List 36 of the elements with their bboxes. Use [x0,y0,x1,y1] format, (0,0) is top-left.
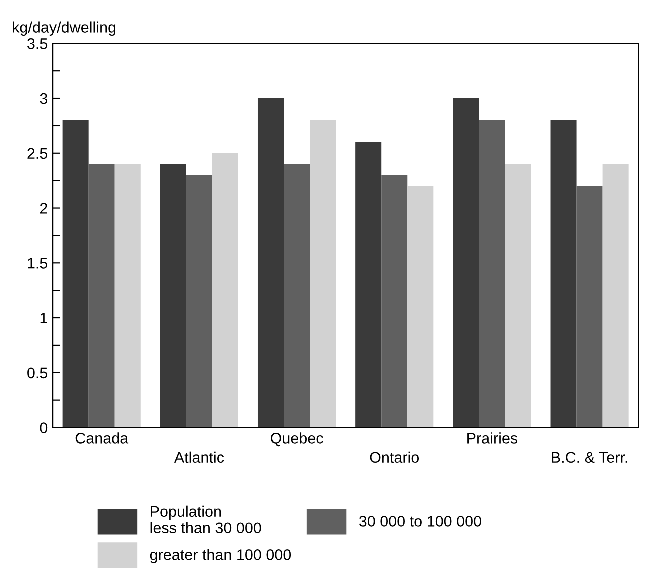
y-tick-label: 1.5 [28,258,48,269]
x-tick-label: B.C. & Terr. [552,452,628,464]
y-tick-label: 2 [40,203,48,214]
x-tick-label: Canada [76,432,129,444]
y-tick-label: 1 [40,313,48,324]
bar [310,120,336,428]
bar [602,164,629,428]
bar [356,142,382,428]
y-tick-label: 0.5 [28,368,48,379]
y-tick-label: 3.5 [28,38,48,50]
bar [479,120,506,428]
bar [114,164,141,428]
bar [550,120,577,428]
bar [186,175,212,428]
bar [88,164,115,428]
bar [505,164,532,428]
x-tick-label: Prairies [468,432,518,444]
bar [284,164,310,428]
y-axis-title: kg/day/dwelling [13,22,116,36]
bar [408,186,434,428]
y-tick-label: 2.5 [28,148,48,160]
x-tick-label: Quebec [270,432,324,447]
x-tick-label: Atlantic [174,452,224,464]
legend-label: 30 000 to 100 000 [359,516,482,527]
bar [453,98,480,428]
y-tick-label: 3 [40,93,48,104]
legend-label: greater than 100 000 [150,549,292,564]
legend-label: Population less than 30 000 [150,506,262,534]
bar [212,153,238,428]
x-tick-label: Ontario [370,452,420,464]
bar [258,98,284,428]
bar [576,186,603,428]
bar [62,120,89,428]
bar [382,175,408,428]
bar [160,164,186,428]
y-tick-label: 0 [40,422,48,434]
